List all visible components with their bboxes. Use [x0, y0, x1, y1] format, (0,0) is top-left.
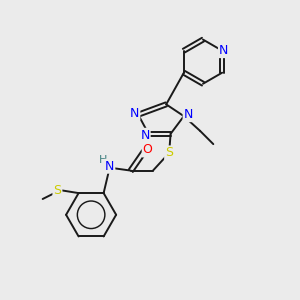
Text: N: N: [140, 129, 150, 142]
Text: N: N: [130, 107, 140, 120]
Text: N: N: [219, 44, 228, 57]
Text: N: N: [184, 108, 193, 121]
Text: O: O: [143, 143, 153, 157]
Text: H: H: [99, 155, 107, 165]
Text: S: S: [53, 184, 62, 197]
Text: N: N: [105, 160, 114, 173]
Text: S: S: [165, 146, 173, 159]
